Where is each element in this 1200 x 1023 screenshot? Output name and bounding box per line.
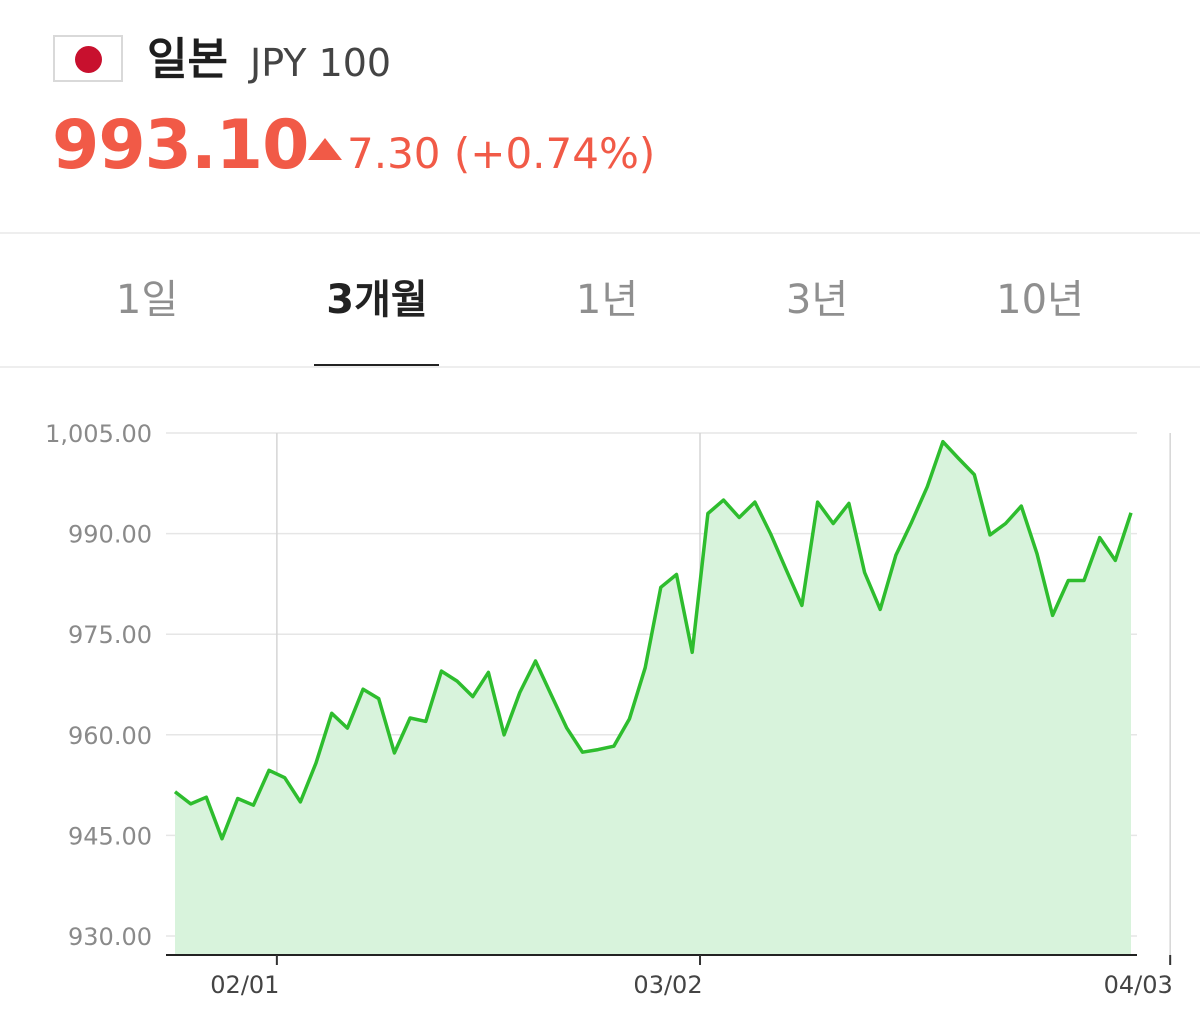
x-axis-ticks: 02/01 03/02 04/03 [210, 955, 1173, 999]
x-tick-label: 02/01 [210, 971, 279, 999]
tab-1-day[interactable]: 1일 [115, 277, 179, 323]
y-tick-label: 1,005.00 [45, 420, 152, 448]
japan-flag-icon [53, 35, 123, 82]
country-name: 일본 [147, 34, 228, 85]
quote-header: 일본 JPY 100 993.10 7.30 (+0.74%) [0, 0, 1200, 232]
tabs-divider [0, 366, 1200, 368]
currency-code: JPY 100 [250, 41, 392, 85]
tab-3-years[interactable]: 3년 [785, 277, 849, 323]
y-tick-label: 990.00 [68, 521, 152, 549]
period-tabs: 1일 3개월 1년 3년 10년 [0, 234, 1200, 367]
price-line [173, 439, 1133, 841]
tab-10-years[interactable]: 10년 [996, 277, 1084, 323]
tab-3-months[interactable]: 3개월 [326, 277, 428, 323]
price-area-fill [175, 441, 1131, 955]
flag-sun-disc [75, 46, 102, 73]
current-price: 993.10 [52, 106, 309, 185]
tab-1-year[interactable]: 1년 [575, 277, 639, 323]
active-tab-indicator [314, 364, 439, 367]
y-tick-label: 930.00 [68, 923, 152, 951]
chart-svg: 1,005.00 990.00 975.00 960.00 945.00 930.00 0… [45, 420, 1173, 999]
x-tick-label: 03/02 [633, 971, 702, 999]
y-axis-labels: 1,005.00 990.00 975.00 960.00 945.00 930.00 [45, 420, 152, 951]
y-tick-label: 975.00 [68, 621, 152, 649]
y-tick-label: 945.00 [68, 822, 152, 850]
y-tick-label: 960.00 [68, 722, 152, 750]
header-divider [0, 232, 1200, 234]
x-tick-label: 04/03 [1104, 971, 1173, 999]
price-chart[interactable]: 1,005.00 990.00 975.00 960.00 945.00 930.00 0… [0, 368, 1200, 1023]
triangle-up-icon [308, 138, 342, 160]
price-change: 7.30 (+0.74%) [347, 129, 656, 178]
